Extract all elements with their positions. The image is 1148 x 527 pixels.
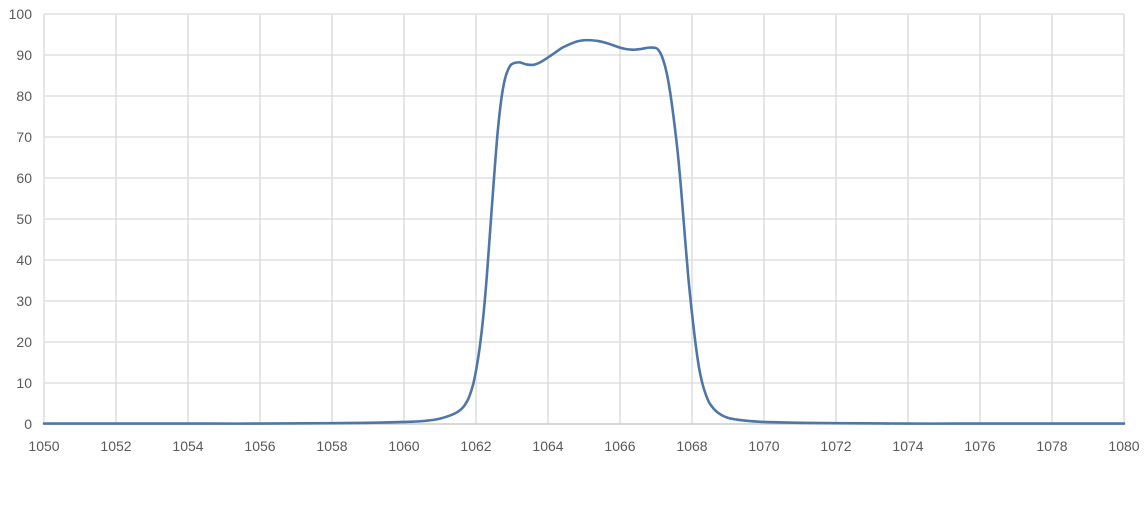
x-axis-tick-labels: 1050 1052 1054 1056 1058 1060 1062 1064 1066 1068… [28, 438, 1139, 454]
x-tick-label-1078: 1078 [1036, 438, 1067, 454]
y-tick-label-40: 40 [16, 252, 32, 268]
x-tick-label-1076: 1076 [964, 438, 995, 454]
y-tick-label-0: 0 [24, 416, 32, 432]
x-tick-label-1062: 1062 [460, 438, 491, 454]
y-tick-label-30: 30 [16, 293, 32, 309]
series [42, 38, 1126, 425]
x-tick-label-1080: 1080 [1108, 438, 1139, 454]
x-tick-label-1052: 1052 [100, 438, 131, 454]
x-tick-label-1060: 1060 [388, 438, 419, 454]
y-tick-label-70: 70 [16, 129, 32, 145]
x-tick-label-1050: 1050 [28, 438, 59, 454]
x-tick-label-1058: 1058 [316, 438, 347, 454]
y-tick-label-50: 50 [16, 211, 32, 227]
x-tick-label-1066: 1066 [604, 438, 635, 454]
y-tick-label-20: 20 [16, 334, 32, 350]
y-tick-label-60: 60 [16, 170, 32, 186]
x-tick-label-1056: 1056 [244, 438, 275, 454]
y-tick-label-100: 100 [9, 6, 33, 22]
x-tick-label-1068: 1068 [676, 438, 707, 454]
x-tick-label-1074: 1074 [892, 438, 923, 454]
grid [43, 13, 1125, 424]
x-tick-label-1064: 1064 [532, 438, 563, 454]
y-axis-tick-labels: 0 10 20 30 40 50 60 70 80 90 100 [9, 6, 33, 432]
series-line-0 [42, 38, 1126, 425]
x-tick-label-1054: 1054 [172, 438, 203, 454]
y-tick-label-80: 80 [16, 88, 32, 104]
y-tick-label-90: 90 [16, 47, 32, 63]
x-tick-label-1072: 1072 [820, 438, 851, 454]
y-tick-label-10: 10 [16, 375, 32, 391]
x-tick-label-1070: 1070 [748, 438, 779, 454]
